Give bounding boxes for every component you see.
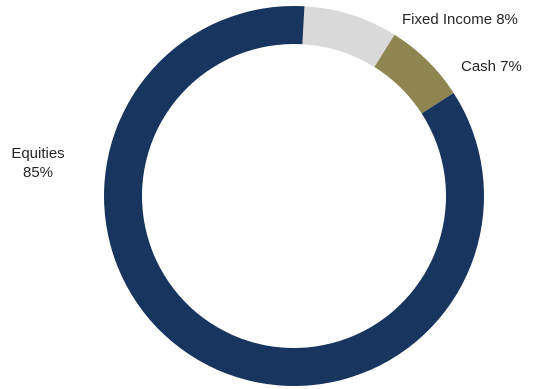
- label-fixed-income: Fixed Income 8%: [402, 11, 518, 28]
- donut-slices: [104, 5, 484, 387]
- slice-cash: [374, 34, 454, 114]
- label-equities-value: 85%: [23, 164, 53, 181]
- label-cash: Cash 7%: [461, 58, 522, 75]
- label-equities-name: Equities: [11, 145, 64, 162]
- slice-fixed-income: [302, 6, 395, 68]
